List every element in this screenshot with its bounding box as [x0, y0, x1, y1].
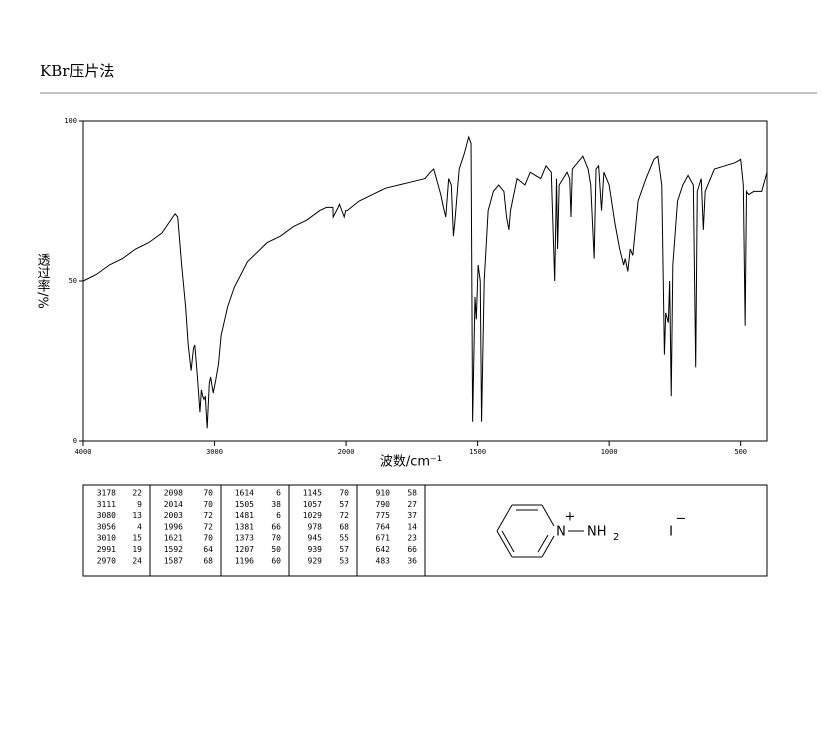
- peak-wavenumber: 483: [376, 556, 391, 565]
- peak-wavenumber: 1621: [164, 534, 183, 543]
- peak-transmittance: 22: [132, 489, 142, 498]
- peak-transmittance: 55: [339, 534, 349, 543]
- peak-wavenumber: 910: [376, 489, 391, 498]
- x-tick-label: 1500: [469, 448, 486, 456]
- substituent-subscript: 2: [613, 532, 619, 543]
- peak-transmittance: 58: [407, 489, 417, 498]
- peak-transmittance: 70: [203, 500, 213, 509]
- peak-wavenumber: 3056: [97, 522, 116, 531]
- peak-transmittance: 70: [271, 534, 281, 543]
- anion: I: [669, 525, 673, 540]
- peak-transmittance: 15: [132, 534, 142, 543]
- peak-transmittance: 66: [407, 545, 417, 554]
- peak-transmittance: 37: [407, 511, 417, 520]
- peak-transmittance: 64: [203, 545, 213, 554]
- peak-transmittance: 13: [132, 511, 142, 520]
- y-axis-label: 透过率/%: [35, 253, 51, 309]
- peak-wavenumber: 2014: [164, 500, 183, 509]
- x-tick-label: 4000: [75, 448, 92, 456]
- peak-wavenumber: 3178: [97, 489, 116, 498]
- peak-wavenumber: 2003: [164, 511, 183, 520]
- peak-wavenumber: 775: [376, 511, 391, 520]
- x-tick-label: 2000: [338, 448, 355, 456]
- plot-frame: [82, 120, 768, 442]
- peak-wavenumber: 1505: [235, 500, 254, 509]
- peak-wavenumber: 1207: [235, 545, 254, 554]
- peak-wavenumber: 3080: [97, 511, 116, 520]
- peak-wavenumber: 1587: [164, 556, 183, 565]
- peak-wavenumber: 1029: [303, 511, 322, 520]
- peak-transmittance: 53: [339, 556, 349, 565]
- peak-transmittance: 36: [407, 556, 417, 565]
- peak-transmittance: 9: [137, 500, 142, 509]
- peak-wavenumber: 790: [376, 500, 391, 509]
- peak-wavenumber: 671: [376, 534, 391, 543]
- substituent: NH: [587, 525, 607, 540]
- peak-wavenumber: 929: [308, 556, 323, 565]
- peak-transmittance: 70: [203, 489, 213, 498]
- peak-transmittance: 24: [132, 556, 142, 565]
- peak-wavenumber: 1196: [235, 556, 254, 565]
- peak-transmittance: 27: [407, 500, 417, 509]
- peak-transmittance: 6: [276, 489, 281, 498]
- peak-transmittance: 72: [203, 522, 213, 531]
- ring-charge: +: [565, 510, 576, 525]
- peak-transmittance: 50: [271, 545, 281, 554]
- peak-transmittance: 4: [137, 522, 142, 531]
- peak-wavenumber: 764: [376, 522, 391, 531]
- peak-wavenumber: 1996: [164, 522, 183, 531]
- peak-wavenumber: 3111: [97, 500, 116, 509]
- structure-bonds: [496, 504, 584, 558]
- page-title: KBr压片法: [40, 62, 114, 80]
- peak-transmittance: 38: [271, 500, 281, 509]
- peak-wavenumber: 2970: [97, 556, 116, 565]
- spectrum-line: [82, 135, 768, 429]
- peak-transmittance: 57: [339, 545, 349, 554]
- peak-transmittance: 19: [132, 545, 142, 554]
- x-tick-label: 500: [734, 448, 747, 456]
- x-tick-label: 1000: [601, 448, 618, 456]
- peak-wavenumber: 1373: [235, 534, 254, 543]
- y-tick-label: 100: [64, 117, 77, 125]
- peak-transmittance: 14: [407, 522, 417, 531]
- peak-wavenumber: 945: [308, 534, 323, 543]
- peak-transmittance: 68: [339, 522, 349, 531]
- peak-transmittance: 70: [339, 489, 349, 498]
- peak-transmittance: 72: [203, 511, 213, 520]
- peak-transmittance: 6: [276, 511, 281, 520]
- x-tick-label: 3000: [206, 448, 223, 456]
- x-axis-label: 波数/cm⁻¹: [380, 455, 442, 470]
- peak-wavenumber: 3010: [97, 534, 116, 543]
- peak-wavenumber: 1614: [235, 489, 254, 498]
- peak-transmittance: 72: [339, 511, 349, 520]
- peak-wavenumber: 939: [308, 545, 323, 554]
- peak-transmittance: 70: [203, 534, 213, 543]
- peak-wavenumber: 1481: [235, 511, 254, 520]
- peak-transmittance: 23: [407, 534, 417, 543]
- peak-transmittance: 66: [271, 522, 281, 531]
- y-tick-label: 0: [73, 437, 77, 445]
- peak-transmittance: 60: [271, 556, 281, 565]
- peak-wavenumber: 1592: [164, 545, 183, 554]
- anion-charge: −: [676, 512, 687, 527]
- peak-transmittance: 68: [203, 556, 213, 565]
- peak-transmittance: 57: [339, 500, 349, 509]
- peak-wavenumber: 2991: [97, 545, 116, 554]
- peak-wavenumber: 978: [308, 522, 323, 531]
- peak-wavenumber: 1057: [303, 500, 322, 509]
- peak-wavenumber: 1145: [303, 489, 322, 498]
- y-tick-label: 50: [69, 277, 77, 285]
- peak-wavenumber: 642: [376, 545, 391, 554]
- ring-atom: N: [556, 525, 566, 540]
- peak-wavenumber: 2098: [164, 489, 183, 498]
- peak-wavenumber: 1381: [235, 522, 254, 531]
